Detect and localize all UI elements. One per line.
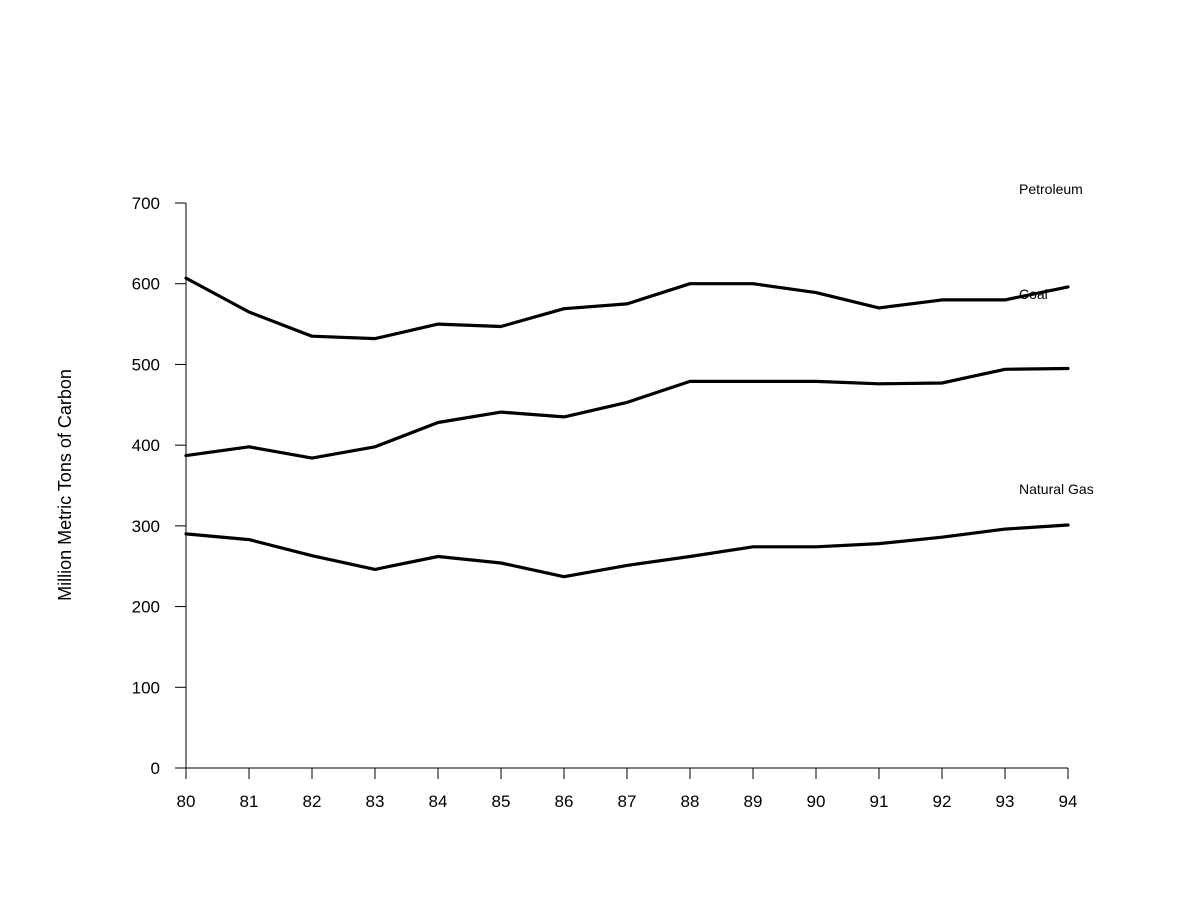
- x-tick-label: 82: [303, 792, 322, 811]
- series-label-natural-gas: Natural Gas: [1019, 481, 1094, 497]
- y-tick-label: 500: [132, 355, 160, 374]
- x-ticks: 80 81 82 83 84 85 86 87 88 89 90 91 92 93 94: [177, 768, 1078, 811]
- y-ticks: 0 100 200 300 400 500 600 700: [132, 194, 186, 778]
- x-tick-label: 90: [807, 792, 826, 811]
- x-tick-label: 88: [681, 792, 700, 811]
- series-labels: Petroleum Coal Natural Gas: [1019, 181, 1094, 497]
- series-label-petroleum: Petroleum: [1019, 181, 1083, 197]
- y-tick-label: 100: [132, 678, 160, 697]
- series-line-natural-gas: [184, 523, 1070, 579]
- y-tick-label: 300: [132, 517, 160, 536]
- x-tick-label: 89: [744, 792, 763, 811]
- x-tick-label: 83: [366, 792, 385, 811]
- x-tick-label: 86: [555, 792, 574, 811]
- x-tick-label: 85: [492, 792, 511, 811]
- x-tick-label: 81: [240, 792, 259, 811]
- series-lines: [184, 276, 1070, 579]
- y-tick-label: 600: [132, 275, 160, 294]
- series-line-coal: [184, 366, 1070, 460]
- axes: [185, 203, 1068, 769]
- series-label-coal: Coal: [1019, 286, 1048, 302]
- y-tick-label: 200: [132, 598, 160, 617]
- x-tick-label: 80: [177, 792, 196, 811]
- x-tick-label: 93: [996, 792, 1015, 811]
- y-tick-label: 700: [132, 194, 160, 213]
- series-line-petroleum: [184, 276, 1070, 341]
- x-tick-label: 94: [1059, 792, 1078, 811]
- x-tick-label: 91: [870, 792, 889, 811]
- y-axis-title: Million Metric Tons of Carbon: [55, 369, 75, 601]
- y-tick-label: 0: [151, 759, 160, 778]
- y-tick-label: 400: [132, 436, 160, 455]
- x-tick-label: 87: [618, 792, 637, 811]
- x-tick-label: 84: [429, 792, 448, 811]
- x-tick-label: 92: [933, 792, 952, 811]
